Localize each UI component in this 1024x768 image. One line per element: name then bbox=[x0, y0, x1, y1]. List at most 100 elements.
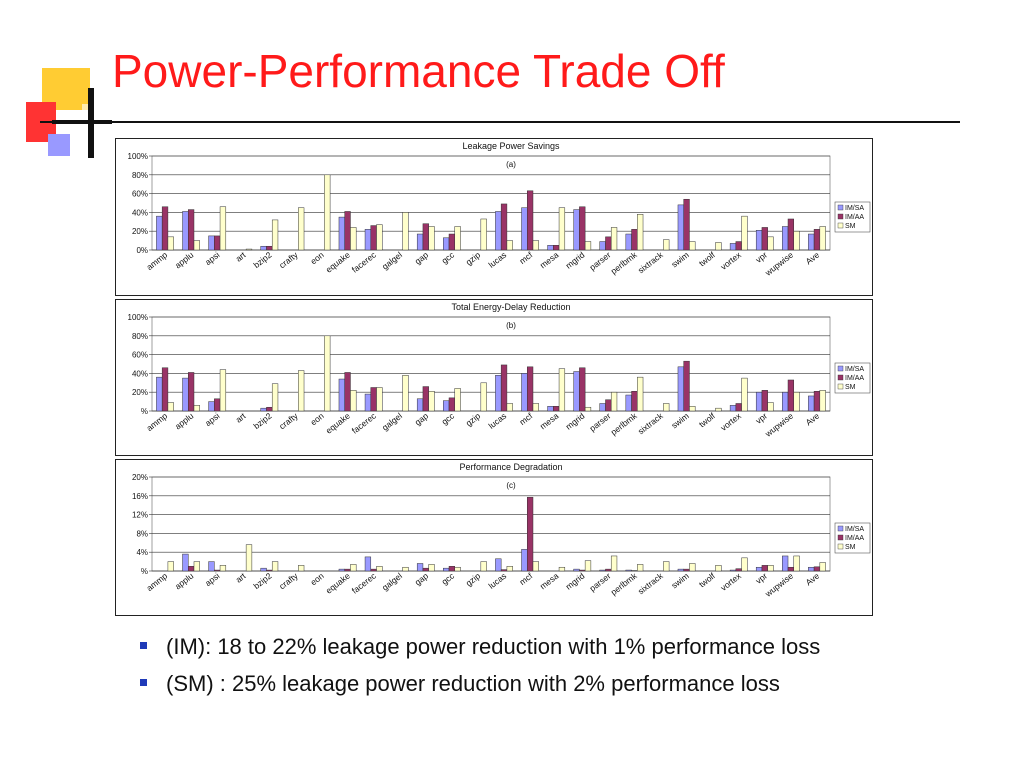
x-tick-label: gzip bbox=[464, 571, 483, 589]
x-tick-label: applu bbox=[173, 411, 196, 432]
x-tick-label: applu bbox=[173, 250, 196, 271]
bar bbox=[454, 566, 461, 572]
bar bbox=[729, 405, 737, 412]
bar bbox=[610, 555, 618, 572]
bar bbox=[767, 565, 774, 572]
legend-label: SM bbox=[845, 384, 856, 391]
x-tick-label: art bbox=[234, 410, 248, 424]
x-tick-label: twolf bbox=[697, 570, 717, 589]
x-tick-label: twolf bbox=[697, 410, 717, 429]
bar bbox=[506, 403, 513, 412]
bar bbox=[161, 367, 169, 412]
legend-swatch bbox=[837, 222, 844, 229]
chart-title: Total Energy-Delay Reduction bbox=[451, 302, 570, 312]
bar bbox=[573, 568, 580, 572]
bar bbox=[663, 403, 670, 412]
chart-title: Leakage Power Savings bbox=[462, 141, 560, 151]
bar bbox=[677, 204, 684, 251]
bar bbox=[547, 406, 554, 412]
bar bbox=[573, 371, 580, 412]
bar bbox=[715, 242, 722, 251]
bar bbox=[416, 398, 424, 412]
bar bbox=[500, 203, 508, 251]
chart-subtitle: (c) bbox=[506, 481, 516, 490]
bar bbox=[579, 367, 586, 412]
x-tick-label: gap bbox=[413, 411, 431, 428]
bar bbox=[480, 561, 487, 572]
bar bbox=[495, 375, 502, 412]
bar bbox=[506, 566, 513, 572]
x-tick-label: apsi bbox=[203, 571, 222, 589]
bar bbox=[683, 198, 690, 251]
y-tick-label: 100% bbox=[128, 313, 148, 322]
bar bbox=[637, 564, 644, 572]
x-tick-label: perlbmk bbox=[609, 570, 640, 597]
bar bbox=[271, 561, 279, 572]
bar bbox=[428, 226, 435, 251]
bar bbox=[584, 241, 592, 251]
x-tick-label: Ave bbox=[804, 571, 822, 588]
legend-swatch bbox=[837, 525, 844, 532]
bar bbox=[161, 206, 169, 251]
bar bbox=[521, 207, 528, 251]
bar bbox=[782, 555, 789, 572]
bar bbox=[767, 236, 774, 251]
x-tick-label: gcc bbox=[440, 570, 457, 586]
bar bbox=[637, 214, 644, 251]
x-tick-label: eon bbox=[308, 571, 326, 588]
bar bbox=[214, 398, 221, 412]
bar bbox=[448, 566, 456, 572]
bar bbox=[422, 567, 429, 572]
x-tick-label: mcf bbox=[517, 410, 534, 427]
chart-subtitle: (a) bbox=[506, 160, 516, 169]
bar bbox=[266, 245, 273, 251]
bar bbox=[219, 206, 227, 251]
x-tick-label: perlbmk bbox=[609, 410, 640, 437]
x-tick-label: applu bbox=[173, 571, 196, 592]
bar bbox=[208, 235, 215, 251]
bar bbox=[245, 544, 253, 572]
bullet-item: (SM) : 25% leakage power reduction with … bbox=[140, 665, 820, 702]
bar bbox=[787, 566, 795, 572]
bar bbox=[416, 233, 424, 251]
bar bbox=[324, 335, 331, 412]
bar bbox=[819, 562, 826, 572]
bar bbox=[271, 219, 279, 251]
bar bbox=[625, 394, 632, 412]
x-tick-label: ammp bbox=[144, 411, 169, 434]
bar bbox=[558, 368, 566, 412]
bar bbox=[266, 406, 273, 412]
bar bbox=[558, 566, 566, 572]
bar bbox=[793, 555, 800, 572]
y-tick-label: 8% bbox=[136, 529, 148, 538]
bar bbox=[376, 566, 383, 572]
y-tick-label: 40% bbox=[132, 369, 148, 378]
bar bbox=[480, 382, 487, 412]
bar bbox=[214, 235, 221, 251]
bar bbox=[156, 215, 163, 251]
bar bbox=[480, 218, 487, 251]
x-tick-label: sixtrack bbox=[636, 249, 665, 275]
legend-swatch bbox=[837, 534, 844, 541]
bar bbox=[208, 401, 215, 412]
bar bbox=[521, 373, 528, 412]
legend-label: SM bbox=[845, 544, 856, 551]
bar bbox=[631, 229, 638, 251]
bar bbox=[793, 230, 800, 251]
bar bbox=[625, 233, 632, 251]
bar bbox=[448, 397, 456, 412]
bar bbox=[819, 226, 826, 251]
bar bbox=[500, 364, 508, 412]
bar bbox=[689, 406, 696, 412]
bar bbox=[808, 395, 815, 412]
bar bbox=[610, 391, 618, 412]
bar bbox=[735, 403, 742, 412]
bar bbox=[370, 387, 377, 412]
bar bbox=[584, 406, 592, 412]
x-tick-label: facerec bbox=[350, 249, 379, 275]
x-tick-label: bzip2 bbox=[251, 411, 273, 432]
x-tick-label: Ave bbox=[804, 411, 822, 428]
bar bbox=[271, 383, 279, 412]
x-tick-label: vpr bbox=[754, 250, 770, 265]
x-tick-label: bzip2 bbox=[251, 571, 273, 592]
